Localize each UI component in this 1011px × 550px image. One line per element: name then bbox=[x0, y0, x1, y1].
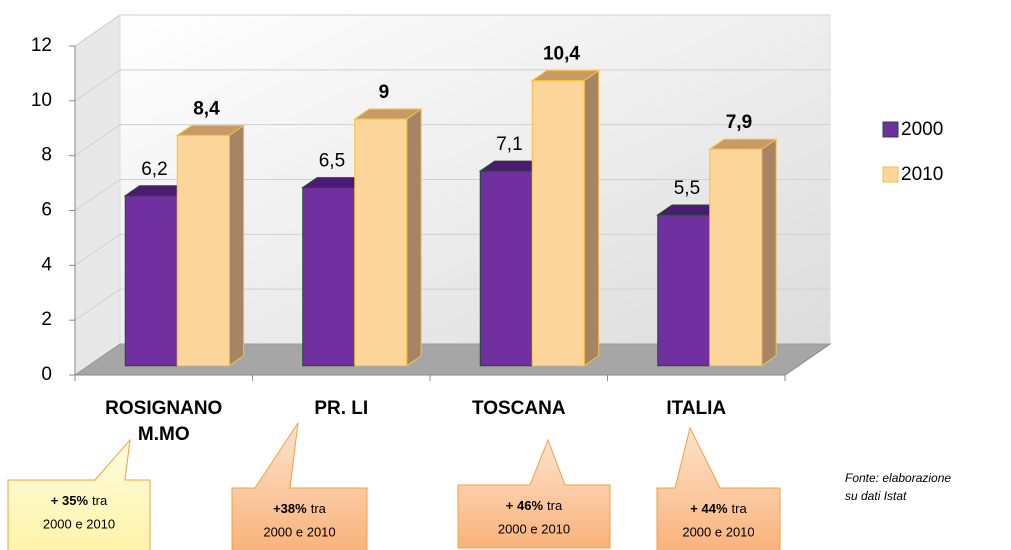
callout-text: 2000 e 2010 bbox=[43, 516, 115, 531]
legend-swatch bbox=[882, 121, 899, 138]
bar bbox=[354, 118, 408, 367]
callout bbox=[656, 426, 781, 550]
value-label: 7,9 bbox=[726, 112, 752, 133]
x-tick-label: TOSCANA bbox=[471, 398, 566, 419]
value-label: 7,1 bbox=[496, 134, 522, 155]
callout-text: + 35% tra bbox=[51, 493, 108, 508]
bar bbox=[302, 186, 356, 367]
x-tick-label: ITALIA bbox=[666, 398, 727, 419]
y-tick-label: 6 bbox=[41, 200, 52, 221]
legend-label: 2000 bbox=[901, 119, 943, 140]
value-label: 6,5 bbox=[319, 151, 345, 172]
callout-text: tra bbox=[547, 498, 563, 513]
bar-side bbox=[761, 138, 777, 367]
callout-highlight: + 46% bbox=[506, 498, 544, 513]
source: su dati Istat bbox=[845, 489, 907, 503]
bar-side bbox=[228, 124, 245, 367]
x-tick-label: PR. LI bbox=[314, 398, 369, 419]
x-tick-label: ROSIGNANO M.MO bbox=[105, 398, 223, 445]
bar bbox=[176, 134, 230, 367]
bar-side bbox=[583, 69, 600, 367]
legend-label: 2010 bbox=[901, 164, 943, 185]
callout bbox=[231, 422, 368, 550]
grid-line bbox=[74, 69, 830, 102]
y-tick-label: 10 bbox=[31, 90, 52, 111]
y-tick-label: 4 bbox=[41, 254, 52, 275]
value-label: 10,4 bbox=[543, 44, 580, 65]
source: Fonte: elaborazione bbox=[845, 471, 951, 485]
bar bbox=[657, 214, 711, 367]
bar-side bbox=[406, 108, 422, 367]
callout-text: + 44% tra bbox=[690, 501, 747, 516]
callout-text: tra bbox=[92, 493, 108, 508]
bar bbox=[479, 170, 533, 367]
callout-highlight: + 44% bbox=[690, 501, 728, 516]
callout-text: tra bbox=[311, 501, 327, 516]
value-label: 8,4 bbox=[193, 98, 220, 119]
callout bbox=[457, 438, 611, 549]
y-tick-label: 12 bbox=[31, 35, 52, 56]
callout-text: 2000 e 2010 bbox=[498, 521, 570, 536]
bar bbox=[709, 148, 763, 367]
callout-highlight: + 35% bbox=[51, 493, 89, 508]
x-axis bbox=[784, 343, 831, 376]
callout-text: + 46% tra bbox=[506, 498, 563, 513]
grid-line bbox=[74, 14, 830, 47]
y-tick-label: 0 bbox=[41, 364, 52, 385]
bar bbox=[531, 80, 585, 367]
callout bbox=[7, 438, 151, 550]
y-tick-label: 2 bbox=[41, 309, 52, 330]
value-label: 9 bbox=[379, 82, 390, 103]
value-label: 5,5 bbox=[674, 178, 700, 199]
bar bbox=[124, 195, 178, 367]
legend-swatch bbox=[882, 166, 899, 183]
callout-text: tra bbox=[732, 501, 748, 516]
callout-text: 2000 e 2010 bbox=[263, 524, 335, 539]
callout-highlight: +38% bbox=[273, 501, 307, 516]
y-tick-label: 8 bbox=[41, 145, 52, 166]
callout-text: +38% tra bbox=[273, 501, 327, 516]
value-label: 6,2 bbox=[141, 159, 167, 180]
callout-text: 2000 e 2010 bbox=[682, 524, 754, 539]
